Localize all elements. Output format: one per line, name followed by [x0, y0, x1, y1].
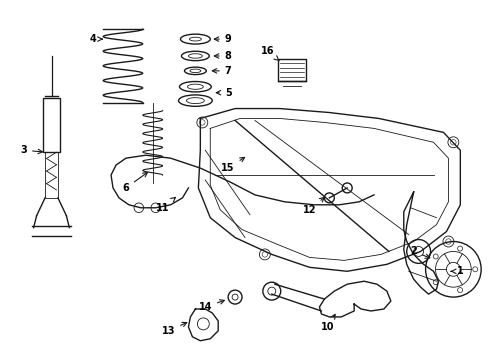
- Text: 3: 3: [21, 145, 43, 155]
- Bar: [278, 59, 306, 81]
- Bar: [43, 98, 60, 152]
- Text: 7: 7: [212, 66, 231, 76]
- Text: 2: 2: [410, 247, 430, 258]
- Text: 6: 6: [122, 172, 147, 193]
- Text: 15: 15: [221, 157, 245, 173]
- Text: 8: 8: [214, 51, 232, 61]
- Text: 12: 12: [303, 197, 324, 215]
- Text: 4: 4: [90, 34, 102, 44]
- Text: 9: 9: [214, 34, 231, 44]
- Text: 10: 10: [320, 314, 335, 332]
- Text: 16: 16: [261, 46, 279, 61]
- Text: 13: 13: [162, 323, 187, 336]
- Text: 5: 5: [216, 88, 231, 98]
- Text: 1: 1: [451, 266, 464, 276]
- Bar: [45, 152, 58, 198]
- Text: 14: 14: [198, 300, 224, 312]
- Text: 11: 11: [156, 197, 175, 213]
